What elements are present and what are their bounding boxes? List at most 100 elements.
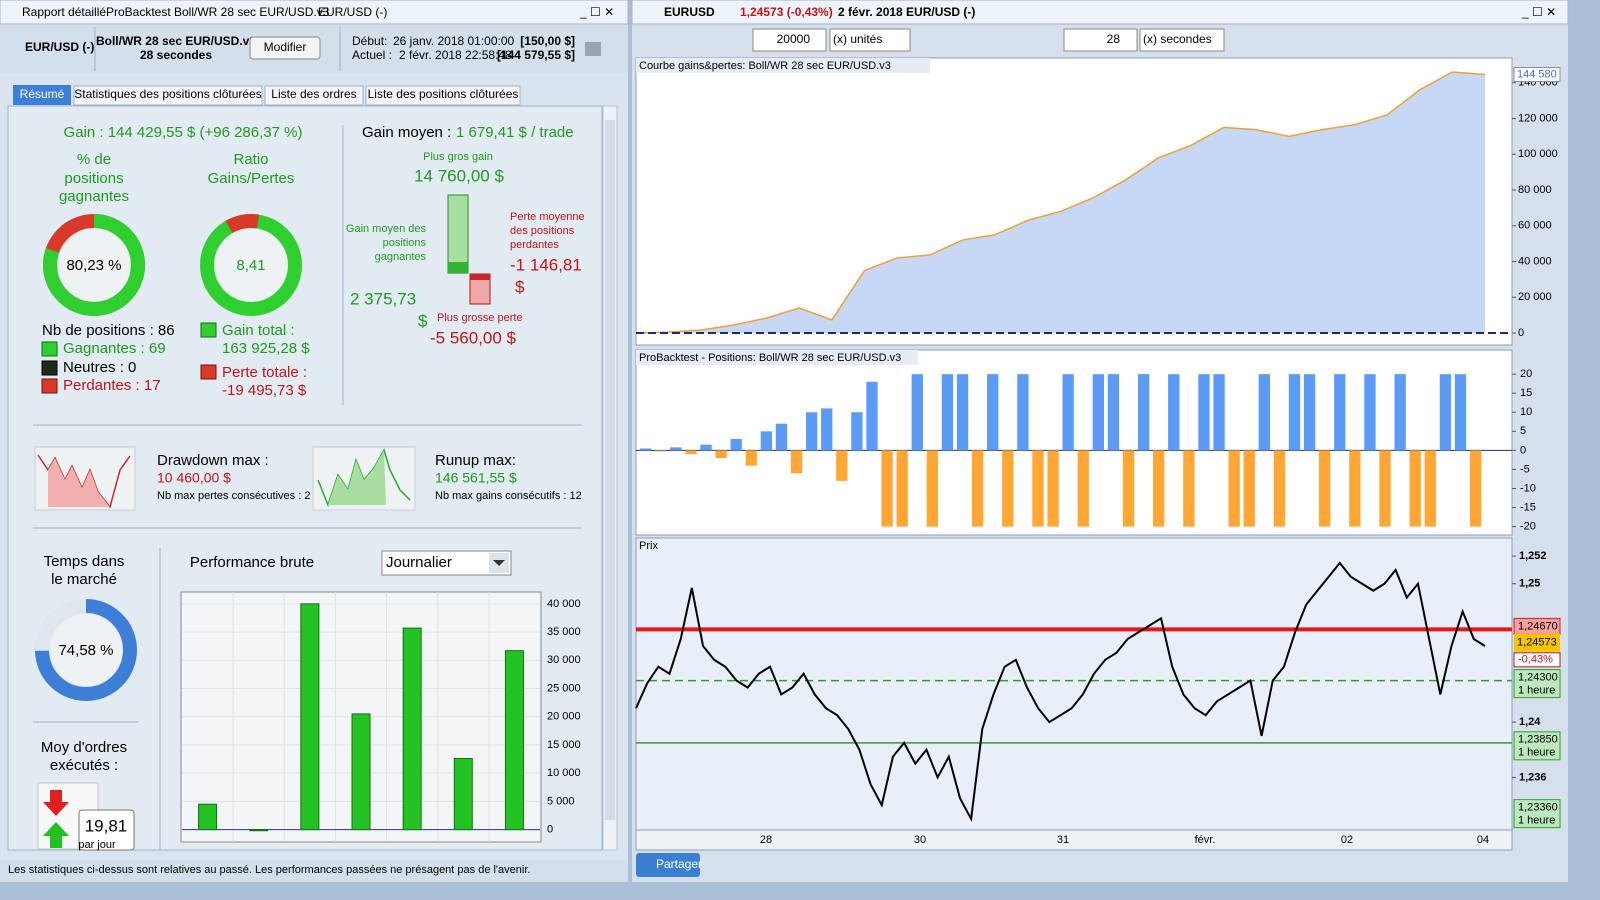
avg-win-label: Gain moyen des xyxy=(346,223,427,235)
last-label: 144 580 xyxy=(1517,68,1557,80)
position-bar xyxy=(715,450,727,459)
positions-total: Nb de positions : 86 xyxy=(42,322,175,339)
position-bar xyxy=(1319,450,1331,527)
tab[interactable] xyxy=(365,85,521,106)
units-select[interactable] xyxy=(829,28,911,52)
tab-label[interactable]: Liste des ordres xyxy=(271,87,356,101)
y-tick-label: -20 xyxy=(1520,521,1536,533)
print-icon[interactable] xyxy=(585,42,601,56)
position-bar xyxy=(640,448,652,451)
orders-title: exécutés : xyxy=(50,757,118,774)
interval-select[interactable] xyxy=(1139,28,1225,52)
position-bar xyxy=(1258,374,1270,451)
avg-loss-label: Perte moyenne xyxy=(510,211,585,223)
position-bar xyxy=(1228,450,1240,527)
bar xyxy=(351,713,371,831)
avg-win: 2 375,73 xyxy=(350,289,416,308)
position-bar xyxy=(1047,450,1059,527)
avg-loss-label: des positions xyxy=(510,225,575,237)
scroll-thumb[interactable] xyxy=(605,120,615,820)
positions-neutral: Neutres : 0 xyxy=(63,359,136,376)
avg-win-label: positions xyxy=(383,237,427,249)
y-tick-label: 0 xyxy=(1520,444,1526,456)
share-label[interactable]: Partager xyxy=(656,857,702,871)
interval-label[interactable]: (x) secondes xyxy=(1143,32,1212,46)
position-bar xyxy=(1334,374,1346,451)
start-label: Début: xyxy=(352,34,387,48)
y-tick-label: 40 000 xyxy=(547,598,581,610)
max-losses: Nb max pertes consécutives : 2 xyxy=(157,490,310,502)
position-bar xyxy=(821,408,833,451)
gain: Gain : 144 429,55 $ (+96 286,37 %) xyxy=(64,124,303,141)
y-tick-label: 25 000 xyxy=(547,682,581,694)
position-bar xyxy=(655,450,667,452)
modify-label[interactable]: Modifier xyxy=(264,40,307,54)
system: Boll/WR 28 sec EUR/USD.v3 xyxy=(96,34,256,48)
current-date: 2 févr. 2018 22:58:48 xyxy=(399,48,512,62)
y-tick-label: 1,252 xyxy=(1519,550,1547,562)
position-bar xyxy=(1273,450,1286,527)
tab-title: EUR/USD (-) xyxy=(318,5,387,19)
tab-label[interactable]: Résumé xyxy=(20,87,65,101)
bar xyxy=(453,757,473,831)
title-bar xyxy=(631,0,1569,25)
change-label: -0,43% xyxy=(1518,654,1553,666)
donut-core xyxy=(50,614,122,686)
quote-date: 2 févr. 2018 EUR/USD (-) xyxy=(838,5,975,19)
position-bar xyxy=(1439,374,1452,451)
position-bar xyxy=(1288,374,1301,451)
units-input[interactable] xyxy=(752,28,827,52)
tab[interactable] xyxy=(264,85,364,106)
level-box xyxy=(1513,669,1561,699)
donut-label: 74,58 % xyxy=(58,642,113,659)
symbol: EUR/USD (-) xyxy=(25,40,94,54)
avg-win-unit: $ xyxy=(418,311,428,330)
period-value[interactable]: Journalier xyxy=(386,554,452,571)
units-label[interactable]: (x) unités xyxy=(833,32,882,46)
position-bar xyxy=(1002,450,1014,527)
interval-value[interactable]: 28 xyxy=(1107,32,1121,46)
window-buttons[interactable]: _ ☐ ✕ xyxy=(1521,5,1556,19)
avg-loss-label: perdantes xyxy=(510,239,559,251)
drawdown-label: Drawdown max : xyxy=(157,452,269,469)
position-bar xyxy=(1153,450,1165,527)
tab-label[interactable]: Statistiques des positions clôturées xyxy=(74,87,261,101)
disclaimer: Les statistiques ci-dessus sont relative… xyxy=(8,864,530,876)
bar xyxy=(198,803,218,831)
modify-button[interactable] xyxy=(249,36,321,60)
start-value: [150,00 $] xyxy=(520,34,575,48)
tab-label[interactable]: Liste des positions clôturées xyxy=(368,87,519,101)
window-buttons[interactable]: _ ☐ ✕ xyxy=(579,5,614,19)
y-tick-label: 15 xyxy=(1520,387,1532,399)
position-bar xyxy=(1137,374,1150,451)
position-bar xyxy=(851,412,863,451)
avg-loss: -1 146,81 xyxy=(510,255,582,274)
position-bar xyxy=(775,423,788,451)
ratio-loss xyxy=(200,214,302,316)
position-bar xyxy=(760,431,773,451)
position-bar xyxy=(700,444,712,451)
tab[interactable] xyxy=(13,85,71,105)
interval-input[interactable] xyxy=(1063,28,1138,52)
position-bar xyxy=(1303,374,1316,451)
worst: -5 560,00 $ xyxy=(430,328,517,347)
level-note: 1 heure xyxy=(1518,815,1555,827)
units-value[interactable]: 20000 xyxy=(777,32,811,46)
y-tick-label: 20 000 xyxy=(1518,291,1552,303)
x-tick-label: 02 xyxy=(1341,834,1353,846)
tab[interactable] xyxy=(73,85,263,106)
orders-title: Moy d'ordres xyxy=(41,739,127,756)
y-tick-label: 0 xyxy=(547,823,553,835)
y-tick-label: 60 000 xyxy=(1518,220,1552,232)
level-label: 1,23360 xyxy=(1518,802,1558,814)
position-bar xyxy=(1409,450,1421,527)
position-bar xyxy=(896,450,908,527)
gain-total: 163 925,28 $ xyxy=(222,340,310,357)
ratio: 8,41 xyxy=(236,257,265,274)
positions-title: ProBacktest - Positions: Boll/WR 28 sec … xyxy=(639,352,901,364)
level-note: 1 heure xyxy=(1518,684,1555,696)
share-button[interactable] xyxy=(636,853,700,877)
bar xyxy=(249,829,269,832)
position-bar xyxy=(1183,450,1195,527)
best: 14 760,00 $ xyxy=(414,166,504,185)
